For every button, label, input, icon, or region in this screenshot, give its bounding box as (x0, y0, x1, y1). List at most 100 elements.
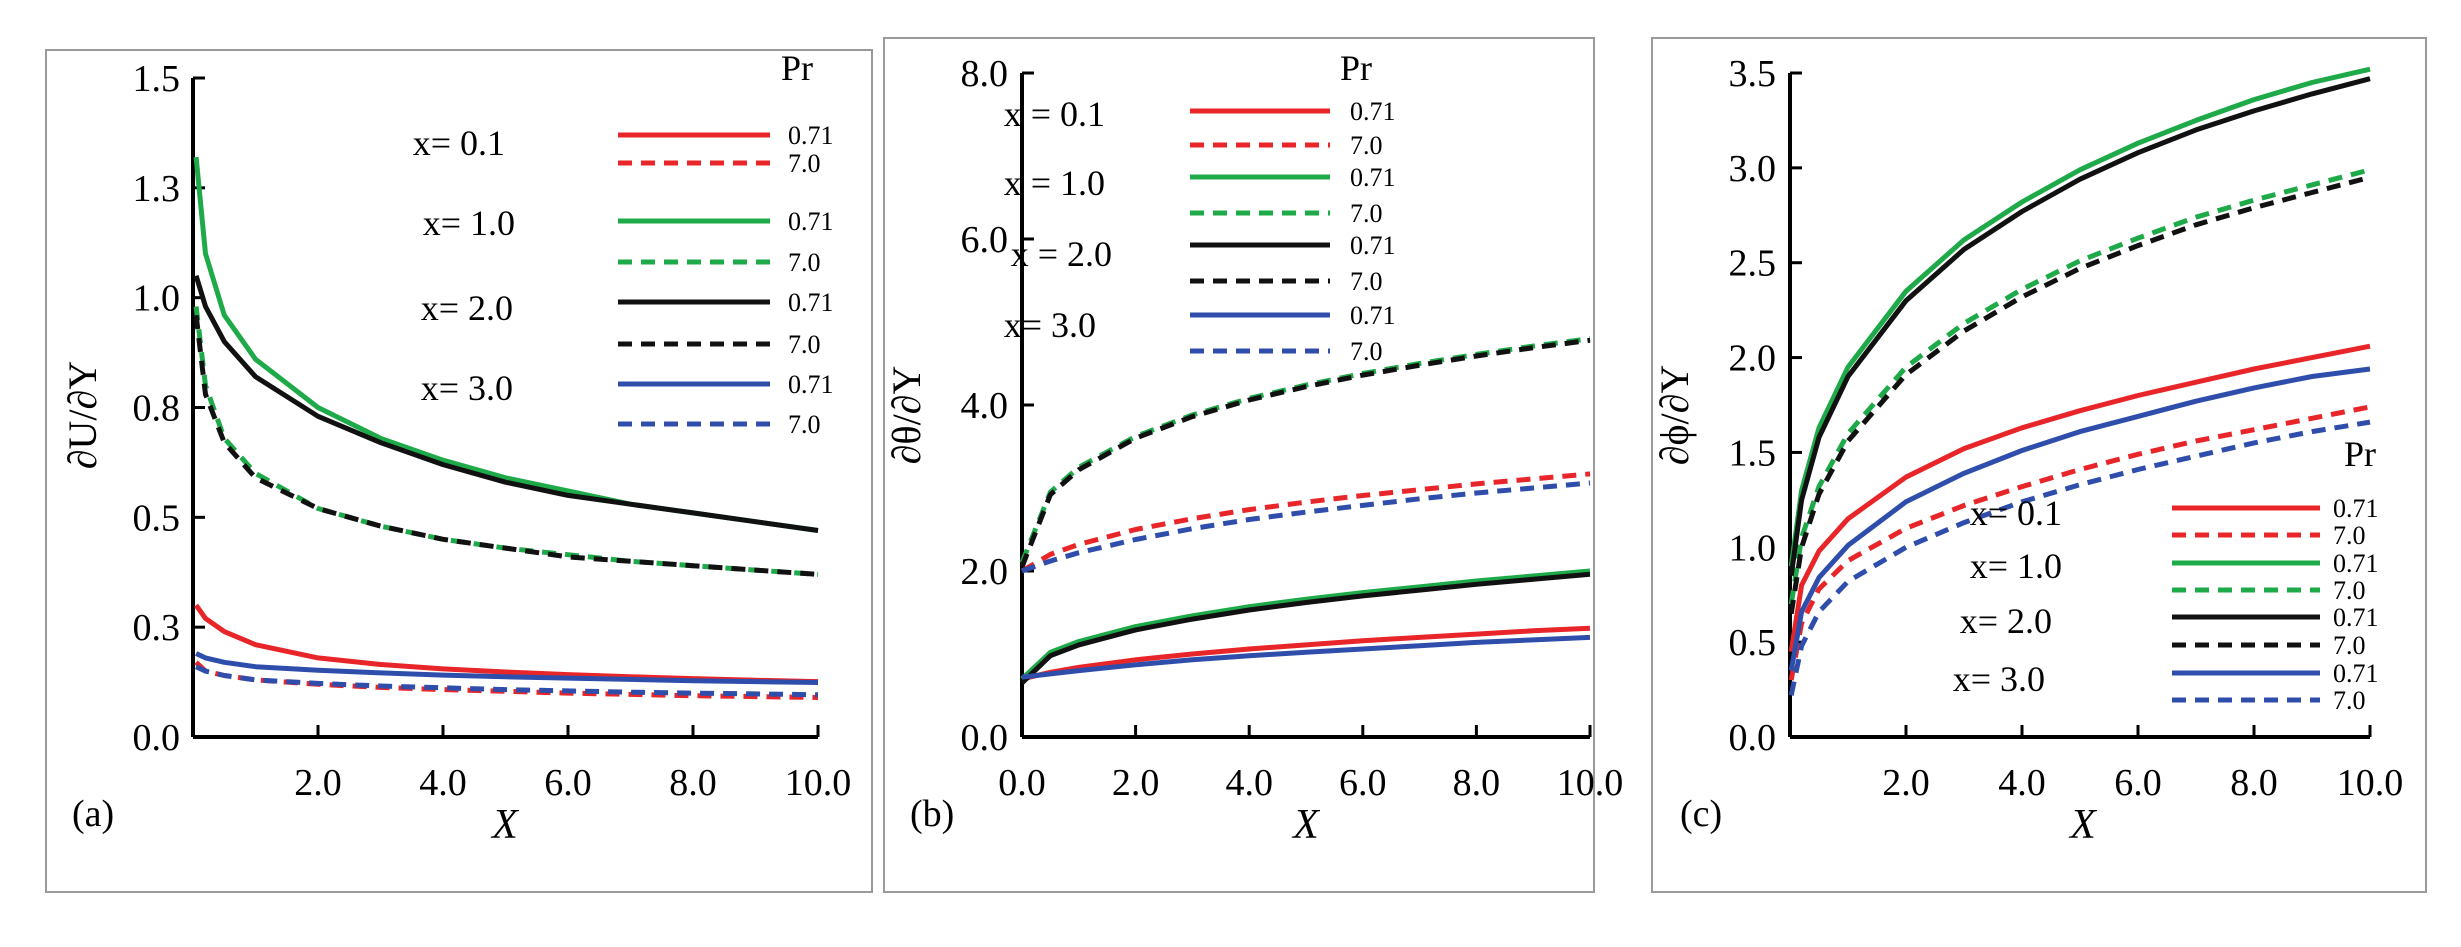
y-tick-label: 1.0 (1729, 527, 1777, 569)
legend-group-label: x = 2.0 (1011, 234, 1112, 274)
y-tick-label: 1.5 (133, 58, 181, 100)
chart-panel-b: 0.0 2.0 4.0 6.0 8.0 0.0 2.0 4.0 6.0 8.0 10.0 ∂θ/∂Y X… (884, 48, 1623, 848)
y-tick-label: 2.0 (1729, 338, 1777, 380)
panel-letter: (a) (72, 793, 114, 835)
series-line (1788, 76, 2371, 577)
legend-group-label: x= 1.0 (423, 203, 515, 243)
y-tick-label: 0.8 (133, 388, 181, 430)
legend-pr-label: 7.0 (1350, 337, 1383, 366)
legend-group-label: x= 3.0 (1953, 659, 2045, 699)
legend-group-label: x = 0.1 (1004, 94, 1105, 134)
legend-pr-label: 7.0 (1350, 131, 1383, 160)
legend-pr-label: 7.0 (788, 410, 821, 439)
series-line (1019, 337, 1591, 568)
panel-b-frame (883, 37, 1595, 893)
legend-pr-label: 7.0 (2333, 631, 2366, 660)
legend-pr-label: 0.71 (2333, 603, 2379, 632)
legend-pr-label: 7.0 (788, 330, 821, 359)
legend-pr-label: 7.0 (1350, 267, 1383, 296)
legend-pr-label: 0.71 (788, 288, 834, 317)
legend-pr-label: 0.71 (2333, 494, 2379, 523)
legend-pr-label: 0.71 (788, 370, 834, 399)
y-tick-label: 0.0 (133, 717, 181, 759)
series-line (193, 274, 819, 533)
legend-pr-label: 7.0 (788, 149, 821, 178)
legend-pr-label: 0.71 (1350, 163, 1396, 192)
x-tick-label: 6.0 (544, 762, 592, 804)
chart-panel-c: 0.0 0.5 1.0 1.5 2.0 2.5 3.0 3.5 2.0 4.0 6.0 8.0 10.0… (1652, 53, 2403, 848)
x-tick-label: 2.0 (294, 762, 342, 804)
series-line (1788, 366, 2371, 672)
y-tick-label: 0.5 (1729, 622, 1777, 664)
y-axis-label: ∂ϕ/∂Y (1652, 365, 1697, 466)
y-tick-label: 0.0 (961, 717, 1009, 759)
x-tick-label: 10.0 (1557, 762, 1624, 804)
legend-pr-label: 0.71 (1350, 231, 1396, 260)
x-tick-label: 4.0 (419, 762, 467, 804)
legend-pr-label: 0.71 (1350, 301, 1396, 330)
x-tick-label: 10.0 (2337, 762, 2404, 804)
series-line (1021, 625, 1591, 682)
legend-group-label: x= 0.1 (1970, 493, 2062, 533)
y-tick-label: 1.3 (133, 168, 181, 210)
x-tick-label: 4.0 (1225, 762, 1273, 804)
legend-pr-label: 7.0 (2333, 686, 2366, 715)
y-tick-label: 4.0 (961, 385, 1009, 427)
y-tick-label: 0.5 (133, 497, 181, 539)
series-line (193, 306, 819, 577)
legend-group-label: x= 3.0 (421, 368, 513, 408)
series-line (1020, 571, 1591, 685)
y-tick-label: 1.0 (133, 278, 181, 320)
x-tick-label: 10.0 (785, 762, 852, 804)
panel-c-frame (1651, 37, 2427, 893)
legend-group-label: x= 2.0 (421, 288, 513, 328)
x-tick-label: 8.0 (1453, 762, 1501, 804)
panel-letter: (c) (1680, 793, 1722, 835)
series-line (1021, 480, 1591, 574)
legend-pr-label: 0.71 (788, 207, 834, 236)
x-tick-label: 0.0 (998, 762, 1046, 804)
series-line (1021, 634, 1591, 680)
series-line (193, 314, 819, 577)
series-line (195, 664, 819, 698)
legend-pr-label: 7.0 (1350, 199, 1383, 228)
legend-pr-label: 0.71 (788, 121, 834, 150)
y-tick-label: 2.5 (1729, 243, 1777, 285)
legend-group-label: x= 3.0 (1004, 305, 1096, 345)
x-tick-label: 4.0 (1998, 762, 2046, 804)
chart-panel-a: 0.0 0.3 0.5 0.8 1.0 1.3 1.5 2.0 4.0 6.0 8.0 10.0 ∂U/… (60, 48, 851, 848)
legend-pr-label: 0.71 (1350, 97, 1396, 126)
x-tick-label: 2.0 (1112, 762, 1160, 804)
y-axis-label: ∂U/∂Y (60, 361, 105, 469)
legend-pr-label: 7.0 (2333, 521, 2366, 550)
series-line (1020, 471, 1591, 574)
series-line (1019, 336, 1591, 564)
legend-group-label: x= 1.0 (1970, 546, 2062, 586)
legend-header: Pr (2344, 434, 2376, 474)
series-line (1788, 404, 2371, 681)
x-tick-label: 8.0 (669, 762, 717, 804)
y-tick-label: 3.0 (1729, 148, 1777, 190)
y-tick-label: 0.3 (133, 607, 181, 649)
legend-group-label: x = 1.0 (1004, 163, 1105, 203)
legend-header: Pr (1340, 48, 1372, 88)
legend-pr-label: 0.71 (2333, 659, 2379, 688)
legend-pr-label: 7.0 (2333, 576, 2366, 605)
legend-pr-label: 7.0 (788, 248, 821, 277)
y-tick-label: 8.0 (961, 53, 1009, 95)
x-tick-label: 6.0 (2114, 762, 2162, 804)
series-line (1788, 343, 2371, 652)
y-tick-label: 1.5 (1729, 432, 1777, 474)
x-axis-label: X (1291, 802, 1321, 848)
series-line (1020, 568, 1591, 681)
x-axis-label: X (2068, 802, 2098, 848)
y-axis-label: ∂θ/∂Y (884, 366, 929, 465)
x-tick-label: 2.0 (1882, 762, 1930, 804)
series-line (1788, 174, 2371, 615)
legend-pr-label: 0.71 (2333, 549, 2379, 578)
legend-header: Pr (781, 48, 813, 88)
series-line (1788, 419, 2371, 696)
legend-group-label: x= 2.0 (1960, 601, 2052, 641)
series-line (195, 651, 819, 685)
